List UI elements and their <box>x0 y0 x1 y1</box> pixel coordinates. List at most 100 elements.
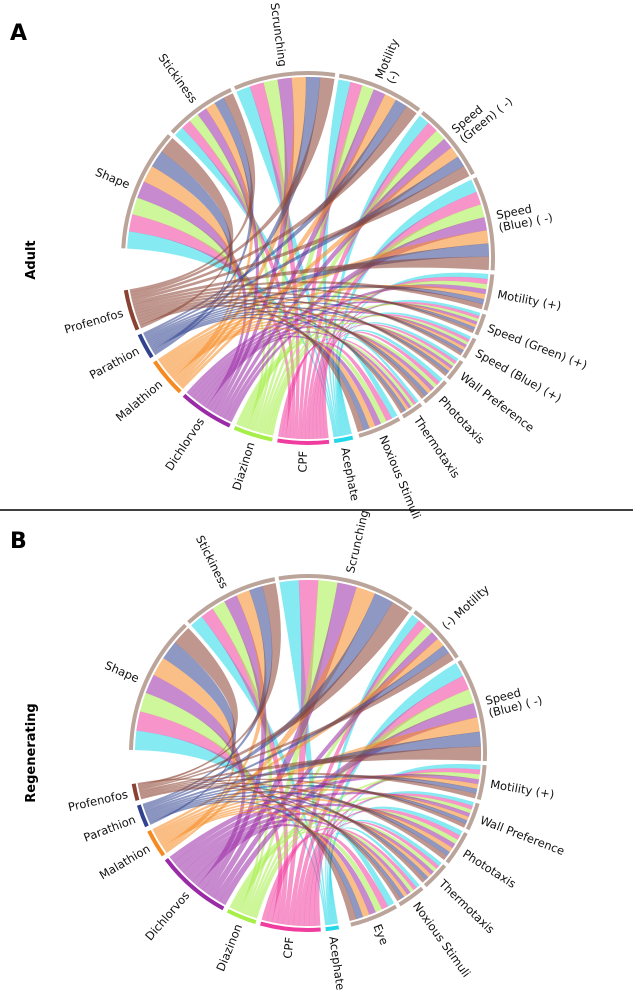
label-noxious-stimuli: Noxious Stimuli <box>376 433 423 521</box>
chord-diazinon-to-scrunching <box>243 580 338 916</box>
chord-profenofos-to-shape <box>137 627 239 787</box>
label-line-wall-preference: Wall Preference <box>478 813 566 858</box>
chord-dichlorvos-to-phototaxis <box>195 325 435 404</box>
label-diazinon: Diazinon <box>213 922 245 974</box>
source-arc-dichlorvos <box>164 858 225 911</box>
label-motility: (-) Motility <box>439 582 492 633</box>
label-dichlorvos: Dichlorvos <box>142 888 192 943</box>
label-malathion: Malathion <box>113 377 165 424</box>
chord-profenofos-to-speed-blue <box>132 256 490 305</box>
chord-malathion-to-speed-green <box>180 147 459 390</box>
label-cpf: CPF <box>295 451 310 473</box>
chord-profenofos-to-wall-preference <box>135 295 448 377</box>
source-arc-cpf <box>260 921 321 932</box>
target-arc-motility <box>413 610 459 659</box>
chord-malathion-to-thermotaxis <box>168 323 410 411</box>
chord-profenofos-to-noxious-stimuli <box>140 787 402 902</box>
chord-profenofos-to-phototaxis <box>136 298 426 400</box>
target-arc-noxious-stimuli <box>358 417 401 438</box>
chord-parathion-to-speed-blue <box>144 243 490 339</box>
label-motility: Motility(-) <box>372 36 413 86</box>
label-dichlorvos: Dichlorvos <box>162 415 207 473</box>
label-line-eye: Eye <box>371 922 392 947</box>
target-arc-scrunching <box>234 71 336 90</box>
target-arc-shape <box>121 134 171 249</box>
source-arc-cpf <box>277 438 330 445</box>
source-arc-parathion <box>136 804 149 828</box>
chord-parathion-to-speed-green <box>143 156 465 337</box>
label-motility: Motility (+) <box>496 287 562 313</box>
chord-parathion-to-phototaxis <box>146 791 451 857</box>
chord-profenofos-to-eye <box>137 778 357 922</box>
chord-cpf-to-speed-blue <box>316 314 470 440</box>
chord-profenofos-to-motility <box>132 281 484 310</box>
chord-diazinon-to-wall-preference <box>235 322 456 426</box>
label-parathion: Parathion <box>87 344 142 382</box>
label-malathion: Malathion <box>97 841 153 882</box>
chord-profenofos-to-speed-green <box>133 287 475 334</box>
chord-malathion-to-motility <box>159 284 486 365</box>
target-arc-phototaxis <box>445 832 468 864</box>
chord-malathion-to-motility <box>152 638 444 832</box>
chord-cpf-to-motility <box>297 81 363 440</box>
target-arc-thermotaxis <box>423 864 447 888</box>
target-arc-shape <box>129 623 187 750</box>
label-scrunching: Scrunching <box>268 2 290 68</box>
chord-malathion-to-eye <box>160 811 370 918</box>
label-eye: Eye <box>371 922 392 947</box>
chord-diazinon-to-thermotaxis <box>241 336 415 428</box>
label-phototaxis: Phototaxis <box>436 393 488 446</box>
target-arc-eye <box>350 904 398 927</box>
label-shape: Shape <box>103 658 142 685</box>
chord-profenofos-to-thermotaxis <box>137 301 404 414</box>
chord-acephate-to-motility <box>322 79 351 437</box>
chord-dichlorvos-to-noxious-stimuli <box>202 335 382 427</box>
label-diazinon: Diazinon <box>229 440 257 492</box>
target-arc-speed-green <box>474 313 487 336</box>
chord-parathion-to-noxious-stimuli <box>150 316 370 431</box>
chord-acephate-to-motility <box>328 763 481 925</box>
target-arc-scrunching <box>278 574 413 611</box>
source-arc-acephate <box>325 925 340 932</box>
chord-parathion-to-motility <box>143 645 450 811</box>
label-acephate: Acephate <box>338 446 362 502</box>
label-stickiness: Stickiness <box>155 51 200 106</box>
source-arc-malathion <box>153 360 182 394</box>
label-line-noxious-stimuli: Noxious Stimuli <box>376 433 423 521</box>
label-speed-green: Speed(Green) ( -) <box>449 84 516 145</box>
chord-profenofos-to-wall-preference <box>139 778 467 828</box>
panel-b-arcs <box>129 574 487 932</box>
target-arc-speed-blue <box>457 659 487 762</box>
label-line-motility: Motility (+) <box>496 287 562 313</box>
label-line-motility: (-) Motility <box>439 582 492 633</box>
label-speed-blue: Speed(Blue) ( -) <box>484 681 544 720</box>
source-arc-acephate <box>333 435 354 444</box>
chord-dichlorvos-to-speed-blue <box>189 311 468 399</box>
chord-profenofos-to-speed-blue <box>138 745 482 793</box>
chord-profenofos-to-motility <box>138 652 455 791</box>
source-arc-dichlorvos <box>182 393 231 428</box>
label-profenofos: Profenofos <box>67 787 129 814</box>
chord-dichlorvos-to-motility <box>227 283 487 423</box>
target-arc-wall-preference <box>446 360 464 380</box>
label-profenofos: Profenofos <box>63 306 125 337</box>
chord-acephate-to-wall-preference <box>338 322 459 436</box>
label-wall-preference: Wall Preference <box>478 813 566 858</box>
chord-dichlorvos-to-wall-preference <box>192 318 454 401</box>
panel-b-letter: B <box>10 529 27 554</box>
chord-dichlorvos-to-motility <box>213 631 439 902</box>
chord-parathion-to-motility <box>142 99 407 335</box>
source-arc-parathion <box>137 333 154 359</box>
panel-b-side-label: Regenerating <box>24 703 39 802</box>
chord-parathion-to-thermotaxis <box>147 795 429 881</box>
target-arc-phototaxis <box>423 380 448 404</box>
chord-malathion-to-scrunching <box>176 76 307 386</box>
chord-profenofos-to-stickiness <box>129 93 256 293</box>
chord-profenofos-to-speed-blue <box>134 291 463 356</box>
chord-diazinon-to-noxious-stimuli <box>244 340 387 429</box>
panel-a-letter: A <box>10 21 27 46</box>
label-line-stickiness: Stickiness <box>193 533 231 591</box>
label-speed-blue: Speed(Blue) ( -) <box>495 198 554 235</box>
label-line-scrunching: Scrunching <box>343 509 371 575</box>
